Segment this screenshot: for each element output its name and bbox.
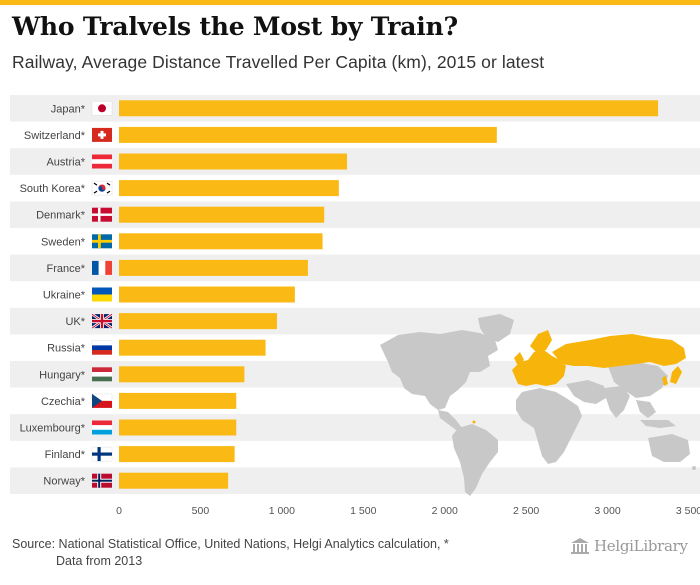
sweden-flag-icon — [92, 234, 112, 249]
row-band — [10, 201, 700, 228]
bar-denmark[interactable] — [119, 206, 325, 223]
row-band — [10, 254, 700, 282]
bar-austria[interactable] — [119, 153, 347, 170]
bar-switzerland[interactable] — [119, 126, 497, 143]
czechia-flag-icon — [91, 393, 113, 408]
ukraine-flag-icon — [92, 287, 112, 302]
category-label: Austria* — [46, 157, 85, 169]
bar-france[interactable] — [119, 259, 308, 276]
category-label: Hungary* — [39, 369, 86, 381]
map-japan — [670, 366, 682, 384]
chart-title: Who Tralvels the Most by Train? — [12, 12, 458, 41]
top-accent-bar — [0, 0, 700, 5]
map-middle-east — [566, 380, 606, 404]
south-korea-flag-icon — [91, 180, 113, 196]
map-russia — [552, 334, 686, 368]
denmark-flag-icon — [92, 207, 112, 222]
category-label: Czechia* — [41, 396, 86, 408]
category-label: South Korea* — [20, 183, 86, 195]
source-line-2: Data from 2013 — [56, 554, 143, 568]
bar-japan[interactable] — [119, 100, 659, 117]
x-tick-label: 3 000 — [594, 505, 620, 517]
row-band — [10, 414, 700, 441]
category-label: Luxembourg* — [20, 423, 86, 435]
category-label: Norway* — [43, 476, 85, 488]
uk-flag-icon — [91, 313, 113, 330]
row-band — [10, 148, 700, 175]
category-label: Russia* — [47, 343, 86, 355]
bar-finland[interactable] — [119, 446, 235, 463]
x-tick-label: 2 000 — [432, 505, 458, 517]
map-china — [608, 362, 668, 398]
category-label: Finland* — [45, 449, 86, 461]
map-australia — [648, 434, 690, 462]
x-tick-label: 2 500 — [513, 505, 539, 517]
map-new-zealand — [692, 466, 696, 470]
luxembourg-flag-icon — [92, 420, 112, 435]
category-label: UK* — [65, 316, 85, 328]
map-indonesia — [640, 420, 676, 428]
category-label: Denmark* — [36, 210, 86, 222]
row-band — [10, 307, 700, 335]
norway-flag-icon — [92, 473, 112, 488]
category-label: Japan* — [51, 103, 86, 115]
category-label: Switzerland* — [24, 130, 86, 142]
switzerland-flag-icon — [92, 127, 112, 142]
map-south-korea — [662, 376, 668, 386]
japan-flag-icon — [91, 101, 113, 116]
map-north-america — [380, 330, 498, 410]
bar-luxembourg[interactable] — [119, 419, 237, 436]
source-note: Source: National Statistical Office, Uni… — [12, 536, 449, 570]
hungary-flag-icon — [92, 367, 112, 382]
bar-russia[interactable] — [119, 339, 266, 356]
bar-czechia[interactable] — [119, 392, 237, 409]
x-tick-label: 3 500 — [676, 505, 700, 517]
map-south-america — [452, 424, 498, 496]
x-tick-label: 500 — [192, 505, 210, 517]
map-uk-ireland — [514, 352, 524, 366]
map-central-america — [438, 410, 462, 430]
map-greenland — [478, 314, 514, 342]
category-label: Ukraine* — [43, 290, 86, 302]
austria-flag-icon — [92, 154, 112, 169]
bar-norway[interactable] — [119, 472, 229, 489]
category-label: Sweden* — [41, 236, 86, 248]
bar-south-korea[interactable] — [119, 180, 339, 197]
world-map — [380, 314, 696, 496]
finland-flag-icon — [91, 446, 113, 462]
bar-sweden[interactable] — [119, 233, 323, 250]
x-tick-label: 0 — [116, 505, 122, 517]
map-scandinavia — [530, 330, 552, 352]
source-line-1: Source: National Statistical Office, Uni… — [12, 537, 449, 551]
category-label: France* — [46, 263, 85, 275]
library-building-icon — [571, 538, 589, 554]
row-band — [10, 467, 700, 494]
helgi-library-logo[interactable]: HelgiLibrary — [570, 535, 695, 557]
x-tick-label: 1 500 — [350, 505, 376, 517]
bar-uk[interactable] — [119, 313, 277, 330]
russia-flag-icon — [91, 340, 113, 355]
x-tick-label: 1 000 — [269, 505, 295, 517]
bar-hungary[interactable] — [119, 366, 245, 383]
map-europe — [512, 350, 566, 386]
chart-subtitle: Railway, Average Distance Travelled Per … — [12, 52, 545, 72]
map-caribbean-dot — [472, 420, 476, 424]
map-africa — [516, 388, 582, 464]
france-flag-icon — [92, 260, 112, 275]
logo-text: HelgiLibrary — [594, 537, 688, 555]
map-india — [604, 386, 630, 418]
bar-ukraine[interactable] — [119, 286, 295, 303]
map-southeast-asia — [636, 400, 656, 418]
